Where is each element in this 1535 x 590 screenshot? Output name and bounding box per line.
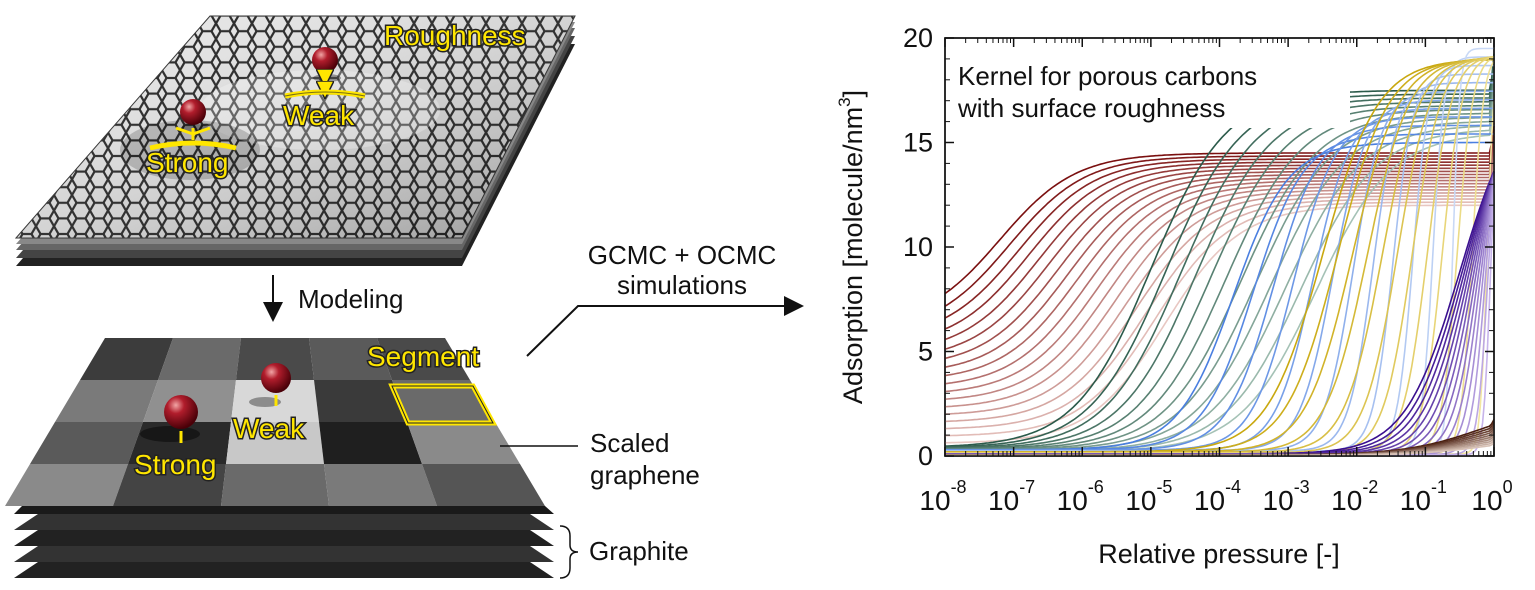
chart-annotation-line2: with surface roughness xyxy=(957,93,1225,123)
series-line-green xyxy=(944,53,1495,447)
series-line-red xyxy=(944,159,1495,400)
bottom-weak-label: Weak xyxy=(233,413,305,444)
simulation-label-line1: GCMC + OCMC xyxy=(588,240,777,270)
x-tick-label: 10-3 xyxy=(1263,477,1310,516)
adsorbate-ball-icon xyxy=(180,99,206,125)
y-tick-label: 10 xyxy=(903,232,933,262)
graphene-segment-cell xyxy=(221,464,329,506)
graphene-segment-cell xyxy=(5,464,128,506)
series-line-red xyxy=(944,163,1495,408)
graphene-segment-cell xyxy=(319,422,422,464)
graphene-segment-cell xyxy=(55,380,158,422)
series-line-red xyxy=(944,173,1495,430)
scaled-graphene-grid xyxy=(5,338,545,506)
graphene-segment-cell xyxy=(309,338,392,380)
x-tick-label: 10-1 xyxy=(1400,477,1447,516)
graphene-segment-cell xyxy=(314,380,407,422)
series-line-red xyxy=(944,122,1495,295)
top-strong-site: Strong xyxy=(145,99,237,180)
series-line-red xyxy=(944,142,1495,360)
x-tick-label: 10-7 xyxy=(988,477,1035,516)
graphene-segment-cell xyxy=(422,464,545,506)
rough-graphene-stack xyxy=(14,15,576,266)
graphene-segment-cell xyxy=(113,464,226,506)
top-weak-site: Weak xyxy=(282,47,366,133)
y-tick-label: 0 xyxy=(918,441,933,471)
bottom-strong-site: Strong xyxy=(133,395,218,482)
y-axis-label: Adsorption [molecule/nm3] xyxy=(835,90,868,404)
roughness-label: Roughness xyxy=(384,20,526,51)
x-axis-label: Relative pressure [-] xyxy=(1098,539,1340,569)
graphite-label: Graphite xyxy=(589,536,689,566)
y-axis-label-main: Adsorption [molecule/nm xyxy=(838,107,868,404)
adsorbate-ball-icon xyxy=(164,395,198,429)
series-line-red xyxy=(944,169,1495,423)
graphite-stack xyxy=(14,506,554,578)
y-axis-ticks: 0 5 10 15 20 xyxy=(903,23,1494,471)
top-strong-label: Strong xyxy=(146,147,229,178)
adsorbate-ball-icon xyxy=(261,363,291,393)
bottom-strong-label: Strong xyxy=(134,449,217,480)
series-line-red xyxy=(944,180,1495,444)
graphene-segment-cell xyxy=(30,422,143,464)
graphite-brace xyxy=(559,525,579,579)
series-line-green xyxy=(944,57,1495,448)
series-line-red xyxy=(944,136,1495,341)
x-axis-ticks: 10-8 10-7 10-6 10-5 10-4 10-3 10-2 10-1 100 xyxy=(919,38,1513,516)
adsorbate-ball-icon xyxy=(312,47,338,73)
chart-annotation-line1: Kernel for porous carbons xyxy=(958,61,1257,91)
simulation-arrow: GCMC + OCMC simulations xyxy=(526,240,804,357)
graphene-segment-cell xyxy=(324,464,437,506)
x-tick-label: 10-4 xyxy=(1194,477,1241,516)
top-weak-label: Weak xyxy=(283,100,355,131)
series-line-red xyxy=(944,166,1495,415)
bottom-weak-site: Weak xyxy=(232,363,307,446)
series-line-red xyxy=(944,176,1495,437)
scaled-label-line2: graphene xyxy=(590,460,700,490)
x-tick-label: 100 xyxy=(1471,477,1512,516)
x-tick-label: 10-5 xyxy=(1125,477,1172,516)
segment-label: Segment xyxy=(367,341,479,372)
scaled-label-line1: Scaled xyxy=(590,428,670,458)
graphene-segment-cell xyxy=(80,338,173,380)
graphene-segment-cell xyxy=(236,338,314,380)
y-axis-label-close: ] xyxy=(838,90,868,98)
x-tick-label: 10-2 xyxy=(1331,477,1378,516)
graphene-segment-cell xyxy=(392,380,495,422)
modeling-arrow: Modeling xyxy=(263,275,404,322)
y-tick-label: 20 xyxy=(903,23,933,53)
y-tick-label: 15 xyxy=(903,128,933,158)
graphene-segment-cell xyxy=(377,338,470,380)
modeling-label: Modeling xyxy=(298,284,404,314)
x-tick-label: 10-6 xyxy=(1057,477,1104,516)
x-tick-label: 10-8 xyxy=(919,477,966,516)
y-axis-label-sup: 3 xyxy=(835,97,854,106)
series-line-green xyxy=(944,70,1495,450)
simulation-label-line2: simulations xyxy=(617,270,747,300)
y-tick-label: 5 xyxy=(918,337,933,367)
series-line-red xyxy=(944,139,1495,350)
graphene-segment-cell xyxy=(407,422,520,464)
graphene-segment-cell xyxy=(158,338,241,380)
graphene-segment-cell xyxy=(226,422,324,464)
